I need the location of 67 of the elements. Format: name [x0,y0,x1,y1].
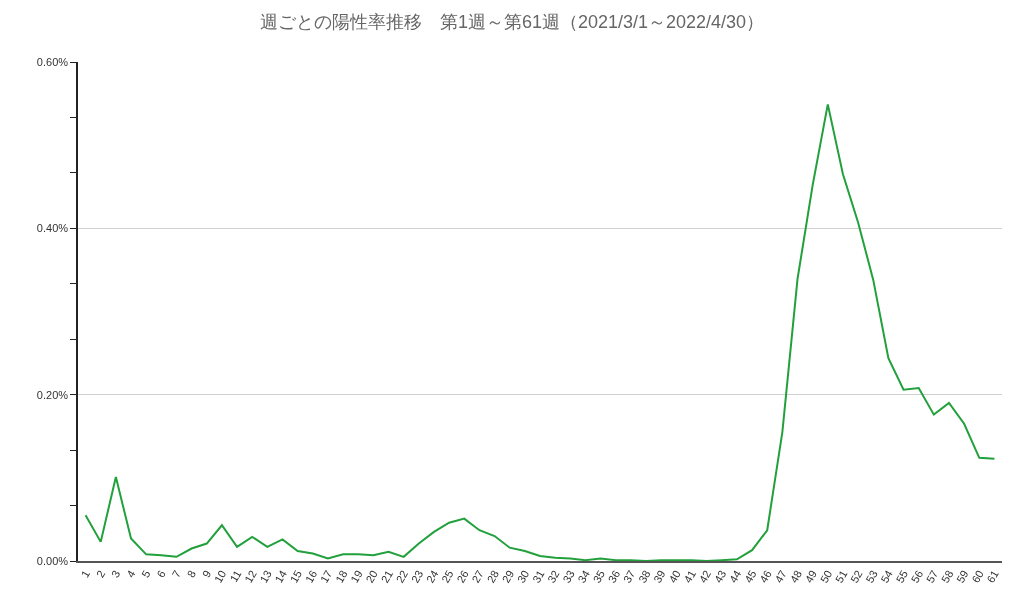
x-tick-label: 41 [681,568,698,585]
x-tick-label: 11 [227,568,244,585]
x-tick-label: 24 [423,568,441,585]
y-tick-label: 0.20% [36,388,69,401]
x-tick-label: 31 [529,568,547,585]
x-tick-label: 17 [317,568,335,585]
x-tick-label: 54 [878,568,895,585]
x-tick-label: 33 [560,568,577,585]
x-tick-label: 18 [333,568,350,585]
x-tick-label: 34 [575,568,592,585]
x-tick-label: 45 [742,568,759,585]
x-tick-label: 13 [257,568,274,585]
x-tick-label: 38 [636,568,653,585]
x-tick-label: 8 [184,568,199,580]
x-tick-label: 47 [772,568,789,585]
x-tick-label: 43 [711,568,729,585]
x-tick-label: 15 [287,568,305,585]
x-tick-label: 50 [817,568,835,585]
x-tick-label: 27 [469,568,486,585]
x-tick-label: 39 [651,568,668,585]
x-tick-label: 12 [242,568,259,585]
x-tick-label: 58 [938,568,956,585]
x-tick-label: 2 [93,568,108,580]
y-tick-label: 0.00% [36,554,69,567]
x-tick-label: 23 [408,568,426,585]
x-tick-label: 52 [848,568,865,585]
x-tick-label: 9 [199,568,214,580]
x-tick-label: 32 [545,568,562,585]
x-tick-label: 25 [439,568,456,585]
x-tick-label: 29 [499,568,517,585]
x-tick-label: 56 [908,568,926,585]
x-tick-label: 7 [169,568,183,580]
x-tick-label: 57 [923,568,941,585]
x-tick-label: 55 [893,568,911,585]
x-tick-label: 40 [666,568,683,585]
x-tick-label: 61 [984,568,1001,585]
x-tick-label: 48 [787,568,805,585]
x-tick-label: 4 [124,568,138,580]
x-tick-label: 5 [139,568,153,580]
x-tick-label: 10 [211,568,229,585]
x-tick-label: 19 [348,568,365,585]
y-tick-label: 0.40% [36,222,69,235]
x-tick-label: 28 [484,568,502,585]
x-tick-label: 16 [302,568,320,585]
y-tick-label: 0.60% [36,55,69,68]
x-tick-label: 35 [590,568,608,585]
chart-title: 週ごとの陽性率推移 第1週～第61週（2021/3/1～2022/4/30） [259,11,765,32]
x-tick-label: 51 [832,568,850,585]
x-tick-label: 44 [726,568,744,585]
x-tick-label: 30 [514,568,532,585]
x-tick-label: 42 [696,568,714,585]
line-series [84,103,996,561]
x-tick-label: 22 [393,568,411,585]
x-tick-label: 6 [154,568,168,580]
x-tick-label: 53 [863,568,880,585]
x-tick-label: 1 [78,568,93,580]
x-tick-label: 37 [620,568,638,585]
x-tick-label: 26 [454,568,471,585]
x-tick-label: 14 [272,568,289,585]
x-tick-label: 59 [954,568,971,585]
x-tick-label: 49 [802,568,820,585]
x-tick-label: 36 [605,568,623,585]
x-tick-label: 20 [363,568,380,585]
x-tick-label: 21 [378,568,396,585]
x-tick-label: 46 [757,568,774,585]
x-tick-label: 3 [108,568,123,580]
x-tick-label: 60 [969,568,986,585]
